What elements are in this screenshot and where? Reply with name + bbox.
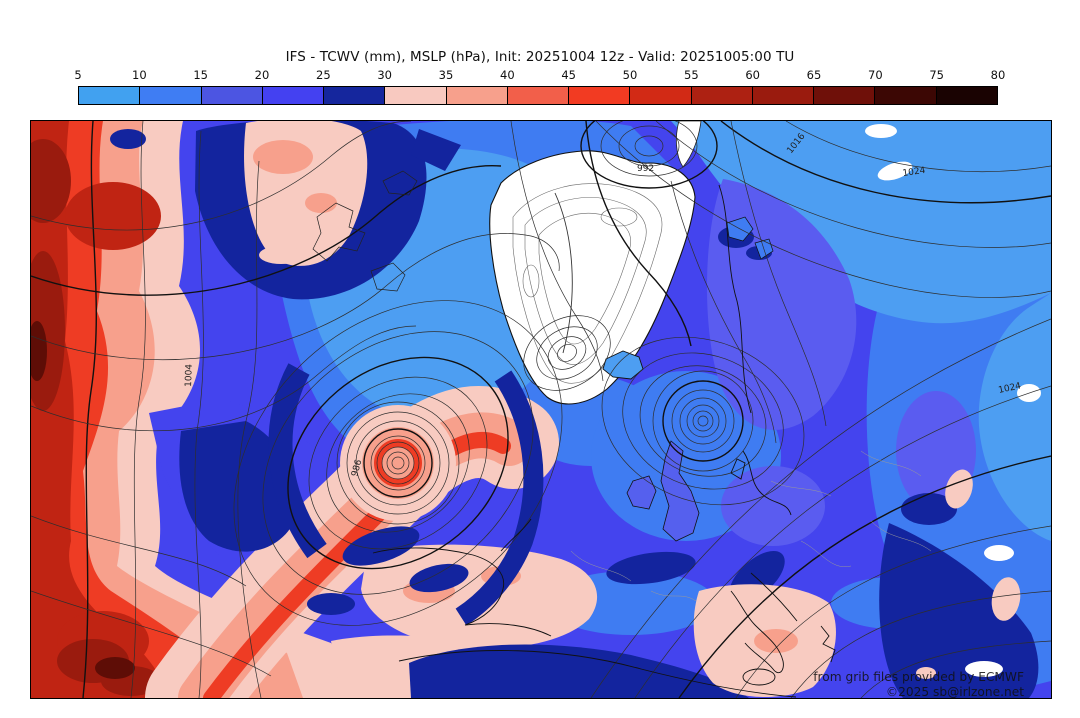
greenland <box>489 150 696 405</box>
colorbar-tick-label: 25 <box>316 68 331 82</box>
watermark-copyright: ©2025 sb@irlzone.net <box>886 685 1024 698</box>
colorbar-tick-label: 55 <box>684 68 699 82</box>
colorbar-tick-label: 40 <box>500 68 515 82</box>
colorbar-segment <box>814 87 876 104</box>
weather-map-svg: 992 1016 1024 986 1004 1024 from grib fi… <box>31 121 1051 698</box>
colorbar-segment <box>324 87 386 104</box>
colorbar-segment <box>140 87 202 104</box>
land-layer <box>489 121 1041 677</box>
low-992 <box>580 121 718 189</box>
low-south-greenland <box>523 315 611 391</box>
colorbar-tick-label: 60 <box>745 68 760 82</box>
map-image: 992 1016 1024 986 1004 1024 from grib fi… <box>30 120 1052 699</box>
colorbar-tick-label: 80 <box>990 68 1006 82</box>
ireland <box>626 475 657 510</box>
colorbar-tick-label: 75 <box>929 68 944 82</box>
colorbar-tick-label: 65 <box>806 68 822 82</box>
isobar-label: 1004 <box>184 364 195 388</box>
colorbar-segment <box>79 87 141 104</box>
watermark: from grib files provided by ECMWF ©2025 … <box>813 670 1024 698</box>
colorbar-segment <box>752 87 815 104</box>
colorbar-tick-label: 70 <box>868 68 883 82</box>
colorbar-segment <box>385 87 447 104</box>
colorbar-tick-label: 5 <box>74 68 82 82</box>
page-title: IFS - TCWV (mm), MSLP (hPa), Init: 20251… <box>285 49 795 65</box>
low-denmark <box>601 336 805 506</box>
colorbar-segment <box>936 87 997 104</box>
colorbar-segment <box>630 87 692 104</box>
colorbar-tick-label: 45 <box>561 68 576 82</box>
colorbar-segment <box>201 87 263 104</box>
colorbar-tick-label: 20 <box>254 68 270 82</box>
isobar-layer <box>31 121 1051 698</box>
colorbar-segment <box>569 87 631 104</box>
colorbar-segment <box>507 87 570 104</box>
cyclone-spiral <box>233 300 563 626</box>
isobar-label: 1024 <box>998 381 1023 396</box>
colorbar-segments <box>78 86 998 105</box>
colorbar-segment <box>691 87 753 104</box>
colorbar-tick-label: 50 <box>622 68 638 82</box>
iceland <box>602 350 644 380</box>
coastline-layer <box>312 170 932 698</box>
watermark-source: from grib files provided by ECMWF <box>813 670 1024 684</box>
colorbar-tick-label: 10 <box>132 68 147 82</box>
colorbar-tick-label: 30 <box>377 68 392 82</box>
great-britain <box>660 440 700 542</box>
colorbar-tick-label: 15 <box>193 68 208 82</box>
colorbar-ticks: 5 10 15 20 25 30 35 40 45 50 55 60 65 70 75 80 <box>74 68 1005 83</box>
colorbar-segment <box>446 87 508 104</box>
colorbar-tick-label: 35 <box>438 68 454 82</box>
colorbar-segment <box>875 87 937 104</box>
isobar-label: 986 <box>350 458 364 477</box>
isobar-label: 1024 <box>902 166 926 179</box>
isobar-label: 992 <box>637 164 654 174</box>
colorbar-segment <box>262 87 325 104</box>
italy-coast <box>730 590 784 674</box>
